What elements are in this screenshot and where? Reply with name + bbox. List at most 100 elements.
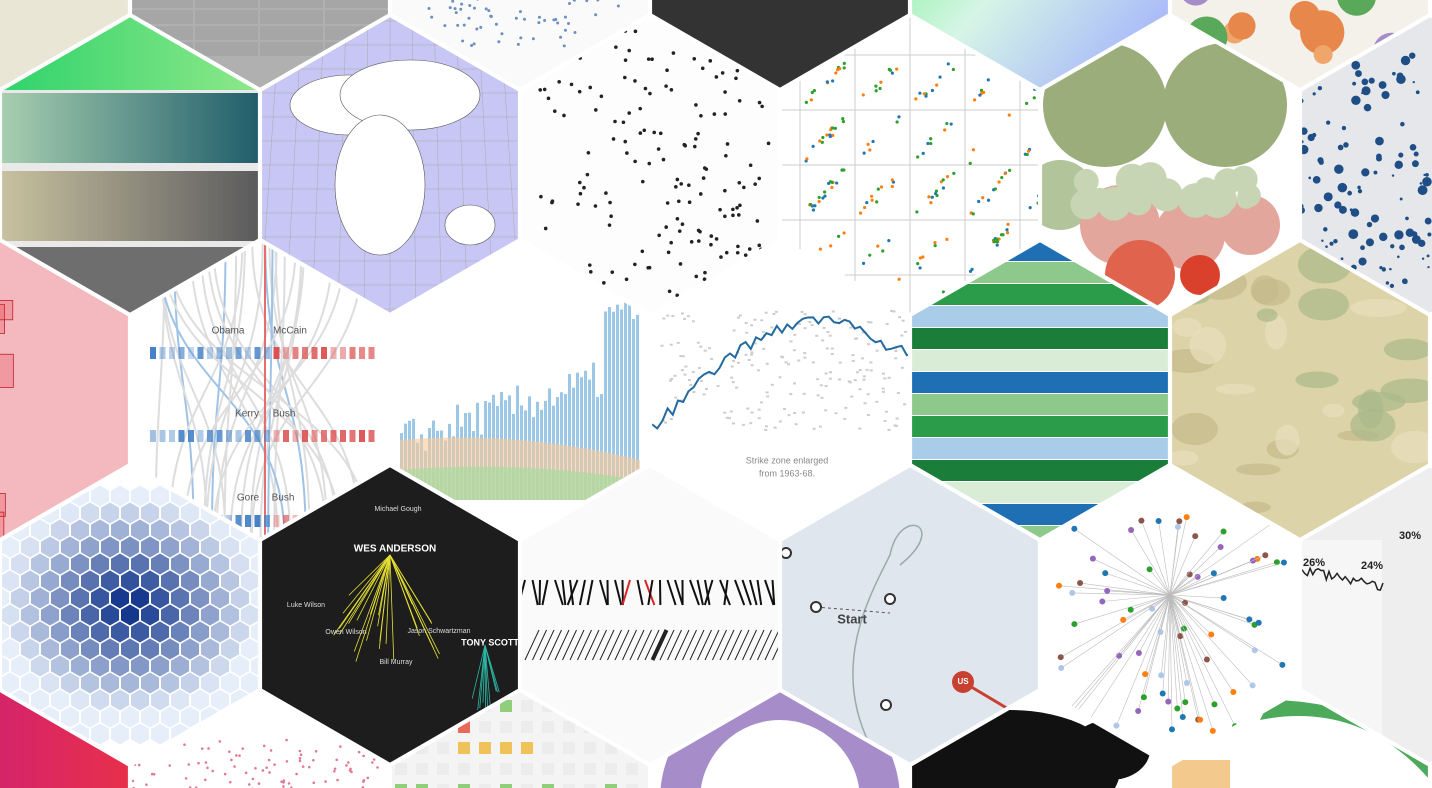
circle <box>1155 200 1225 270</box>
dot <box>699 345 703 348</box>
tick <box>524 629 540 661</box>
dot <box>1398 152 1404 158</box>
hex-bin <box>59 705 81 729</box>
dot <box>747 358 751 361</box>
hex-bin <box>199 671 221 695</box>
point <box>825 133 829 137</box>
dot <box>887 376 891 379</box>
dot <box>1413 160 1417 163</box>
hex-bin <box>89 620 111 644</box>
circle <box>1188 183 1214 209</box>
hex-bin <box>139 637 161 661</box>
tick <box>689 579 700 606</box>
dot <box>489 14 493 18</box>
ribbon <box>1170 760 1230 788</box>
hex-bin <box>139 705 161 729</box>
point <box>811 208 816 212</box>
dot <box>1381 267 1386 272</box>
dot <box>248 783 251 786</box>
circle <box>1236 190 1256 209</box>
dot <box>233 765 236 768</box>
point <box>993 187 997 191</box>
dot <box>1381 90 1390 100</box>
vote-bar <box>245 515 251 527</box>
tick <box>614 579 623 606</box>
hex-bin <box>69 518 91 542</box>
tick <box>569 629 585 661</box>
dot <box>262 744 266 748</box>
dot <box>588 85 593 90</box>
cell <box>130 10 193 24</box>
dot <box>738 314 742 317</box>
actor-label: Luke Wilson <box>287 602 325 609</box>
dot <box>793 333 797 336</box>
flow <box>182 240 297 540</box>
dot <box>594 13 598 17</box>
tick <box>674 579 684 606</box>
hex-bin <box>169 620 191 644</box>
circle <box>1149 178 1183 212</box>
dot <box>230 758 233 762</box>
dot <box>235 754 238 757</box>
point <box>871 139 875 144</box>
flow <box>212 240 347 540</box>
dot <box>604 191 608 195</box>
dot <box>866 414 870 417</box>
tick <box>614 629 630 661</box>
route <box>852 524 923 746</box>
dot <box>1312 176 1321 184</box>
dot <box>737 213 741 217</box>
hex-bin <box>49 518 71 542</box>
vote-bar <box>216 347 223 359</box>
dot <box>686 315 690 318</box>
tick <box>659 629 675 661</box>
dot <box>206 766 209 770</box>
dot <box>1389 283 1395 288</box>
dot <box>853 379 857 382</box>
dot <box>658 131 663 136</box>
dot <box>677 229 682 233</box>
stripe <box>910 372 1170 393</box>
dot <box>610 270 615 274</box>
dot <box>789 340 793 343</box>
edge <box>389 554 440 655</box>
dot <box>550 200 554 205</box>
dot <box>1360 245 1365 251</box>
hex-bin <box>59 535 81 559</box>
tick <box>607 629 622 661</box>
dot <box>828 377 832 380</box>
vote-bar <box>359 430 365 442</box>
hex-bin <box>179 637 201 661</box>
hex-bin <box>189 552 211 576</box>
bar <box>584 370 587 500</box>
dot <box>820 396 824 399</box>
hex-bin <box>139 501 161 525</box>
dot <box>350 770 353 774</box>
hex-bin <box>179 671 201 695</box>
dot <box>625 151 629 155</box>
tile-labels: Obama McCain Kerry Bush Gore Bush WES AN… <box>212 326 1422 686</box>
point <box>972 98 977 102</box>
stripe <box>910 438 1170 459</box>
dot <box>462 23 466 27</box>
relief <box>1265 315 1287 350</box>
point <box>916 262 920 266</box>
point <box>921 255 925 259</box>
relief <box>1171 412 1218 446</box>
cell <box>584 784 596 788</box>
hex-bin <box>169 654 191 678</box>
hex-bin <box>159 603 181 627</box>
hex-bin <box>49 620 71 644</box>
edge <box>1162 594 1171 694</box>
dot <box>694 103 698 107</box>
dot <box>646 265 650 270</box>
point <box>863 205 867 210</box>
point <box>865 201 869 205</box>
dot <box>687 183 691 188</box>
dot <box>633 29 638 34</box>
point <box>929 141 933 146</box>
dot <box>594 108 598 112</box>
poly <box>0 511 5 540</box>
dot <box>757 417 761 420</box>
dot <box>218 740 222 743</box>
